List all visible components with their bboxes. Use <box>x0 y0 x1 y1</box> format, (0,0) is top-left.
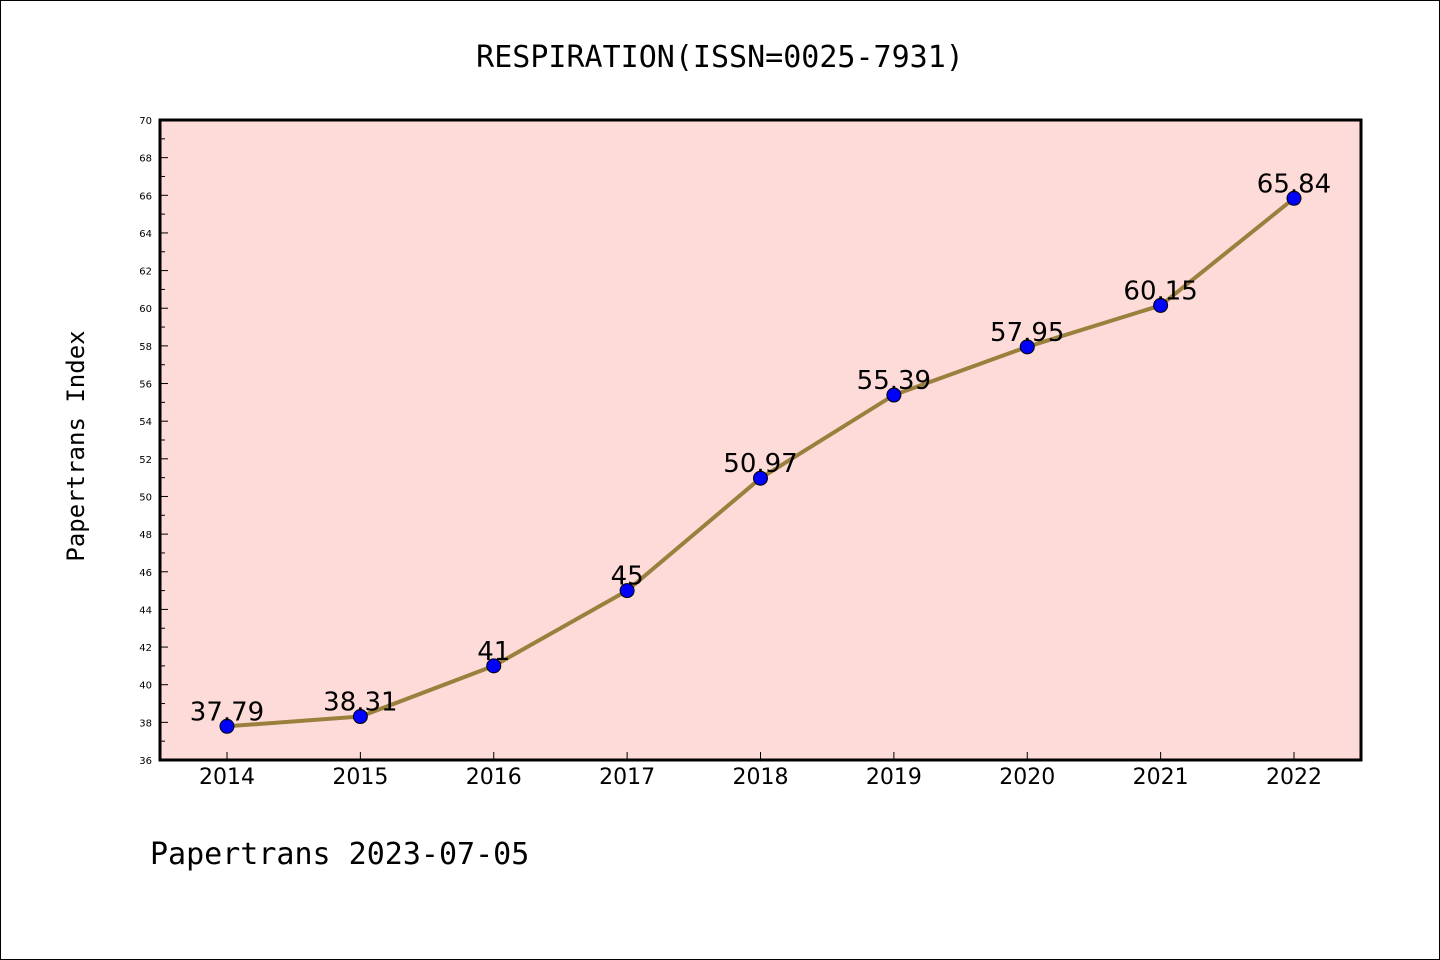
x-tick-label: 2015 <box>332 765 388 790</box>
x-axis-ticks: 2014 2015 2016 2017 2018 2019 2020 2021 2022 <box>199 752 1322 790</box>
data-point-label: 37.79 <box>190 697 264 727</box>
data-point-marker <box>1153 297 1169 313</box>
data-point-marker <box>619 583 635 599</box>
x-tick-label: 2021 <box>1133 765 1189 790</box>
data-point-label: 38.31 <box>323 688 397 718</box>
data-point-marker <box>352 709 368 725</box>
data-point-label: 45 <box>611 562 644 592</box>
x-tick-label: 2020 <box>999 765 1055 790</box>
x-tick-label: 2018 <box>733 765 789 790</box>
data-labels: 37.79 38.31 41 45 50.97 55.39 57.95 60.15 65.84 <box>190 169 1331 727</box>
data-point-marker <box>1286 190 1302 206</box>
data-point-label: 60.15 <box>1123 276 1197 306</box>
y-tick-label: 48 <box>139 530 152 541</box>
y-tick-label: 60 <box>139 304 152 315</box>
y-tick-label: 68 <box>139 154 152 165</box>
x-tick-label: 2022 <box>1266 765 1322 790</box>
y-tick-label: 64 <box>139 229 152 240</box>
y-axis-ticks: 36 38 40 42 44 46 48 50 52 54 56 58 60 62 64 66 68 70 <box>139 116 168 767</box>
y-tick-label: 62 <box>139 267 152 278</box>
plot-area <box>158 118 1363 762</box>
y-tick-label: 56 <box>139 380 152 391</box>
data-point-label: 50.97 <box>723 449 797 479</box>
y-tick-label: 66 <box>139 191 152 202</box>
chart-title: RESPIRATION(ISSN=0025-7931) <box>476 40 964 75</box>
y-tick-label: 54 <box>139 417 152 428</box>
x-tick-label: 2017 <box>599 765 655 790</box>
x-tick-label: 2016 <box>466 765 522 790</box>
data-point-label: 65.84 <box>1257 169 1331 199</box>
y-tick-label: 58 <box>139 342 152 353</box>
y-tick-label: 52 <box>139 455 152 466</box>
data-point-marker <box>486 658 502 674</box>
series-line <box>219 190 1302 734</box>
x-tick-label: 2019 <box>866 765 922 790</box>
data-point-label: 55.39 <box>857 366 931 396</box>
y-tick-label: 46 <box>139 568 152 579</box>
data-point-marker <box>886 387 902 403</box>
y-tick-label: 40 <box>139 681 152 692</box>
data-point-label: 57.95 <box>990 318 1064 348</box>
y-tick-label: 44 <box>139 605 152 616</box>
y-axis-label: Papertrans Index <box>62 330 90 561</box>
footer-source-date: Papertrans 2023-07-05 <box>150 837 529 872</box>
y-tick-label: 36 <box>139 756 152 767</box>
x-tick-label: 2014 <box>199 765 255 790</box>
y-tick-label: 38 <box>139 718 152 729</box>
data-point-label: 41 <box>477 637 510 667</box>
data-point-marker <box>753 470 768 486</box>
data-point-marker <box>1019 339 1035 355</box>
y-tick-label: 70 <box>139 116 152 127</box>
data-point-marker <box>219 718 235 734</box>
y-tick-label: 50 <box>139 492 152 503</box>
y-tick-label: 42 <box>139 643 152 654</box>
